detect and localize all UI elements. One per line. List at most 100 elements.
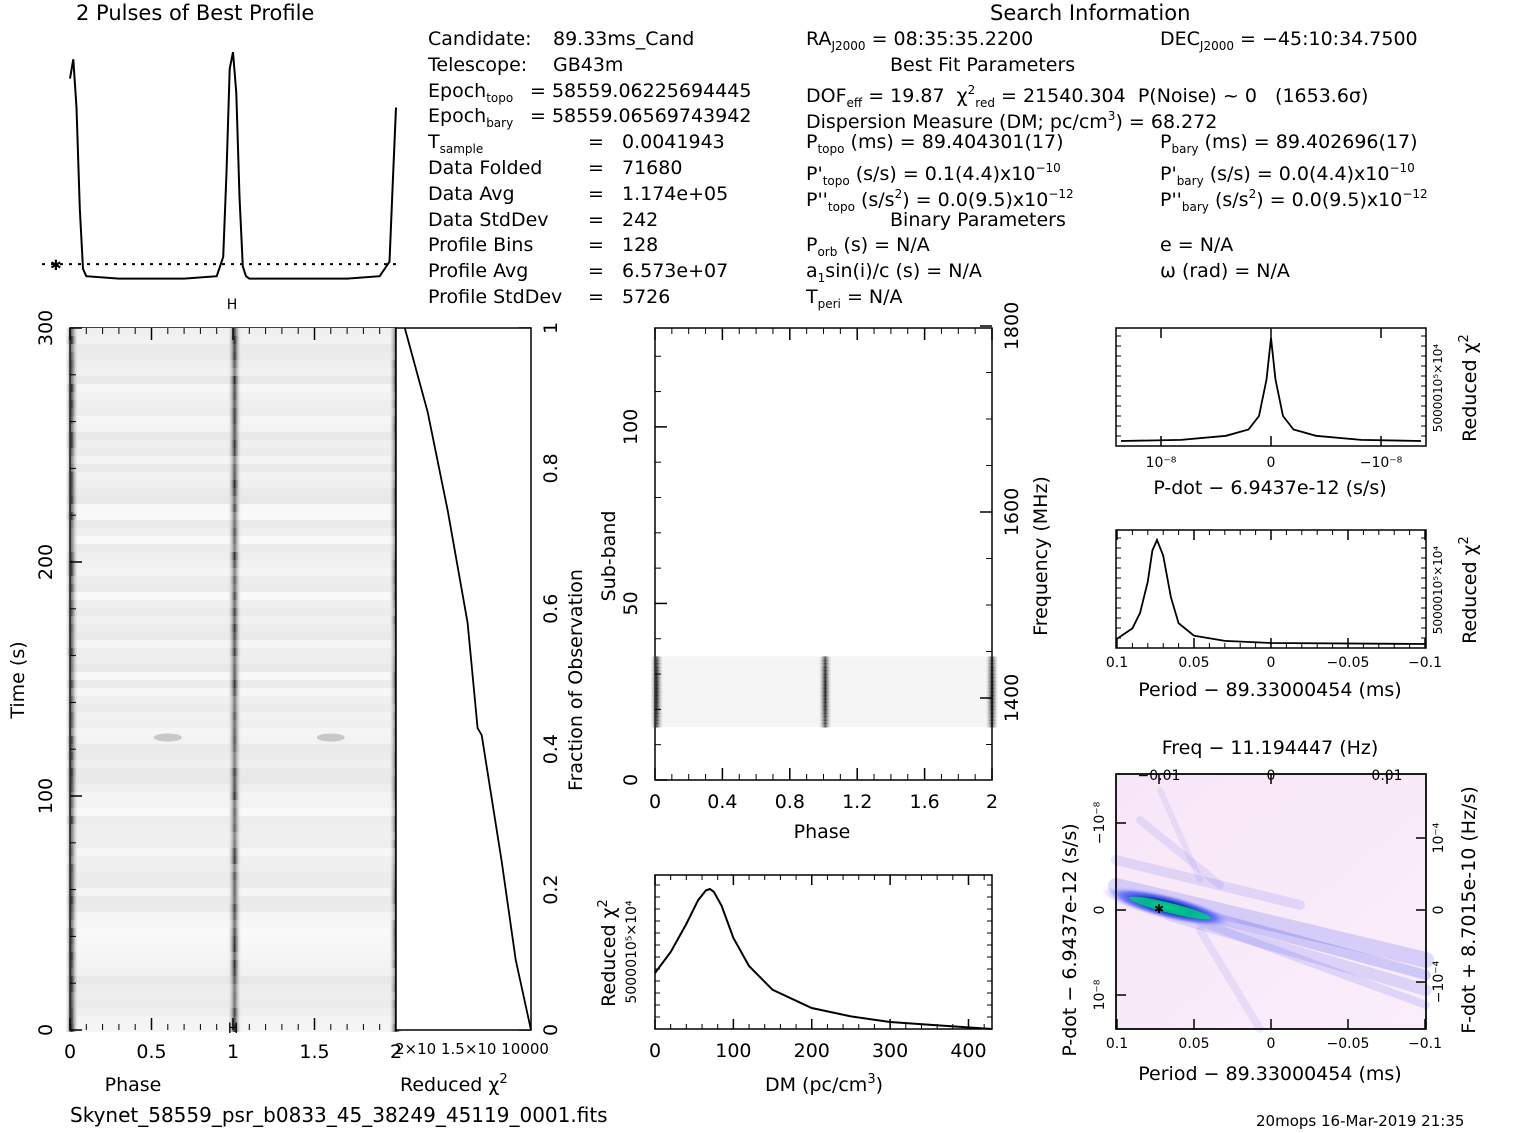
time-phase-pulse-segment [64, 896, 79, 904]
time-phase-pulse-segment [64, 840, 79, 848]
pp-xtick-label: 0.1 [1106, 1036, 1128, 1052]
dec-field: DECJ2000 = −45:10:34.7500 [1160, 28, 1418, 53]
dm-xlabel: DM (pc/cm3) [765, 1072, 883, 1096]
time-phase-pulse-segment [227, 528, 242, 536]
time-phase-pulse-segment [227, 728, 242, 736]
subband-pulse-cell [818, 716, 833, 721]
subband-pulse-cell [818, 712, 833, 717]
dm-xtick-label: 0 [649, 1040, 661, 1062]
time-phase-pulse-segment [64, 1008, 79, 1016]
dm-yticks: 5000010⁵×10⁴ [624, 900, 640, 1004]
info-equals: = [588, 286, 604, 308]
time-phase-pulse-segment [227, 392, 242, 400]
time-phase-top-marker: H [227, 297, 238, 313]
time-phase-pulse-segment [227, 808, 242, 816]
period-pdot-core [1129, 896, 1211, 920]
time-phase-pulse-segment [227, 680, 242, 688]
pp-title: Freq − 11.194447 (Hz) [1162, 737, 1379, 759]
info-label: Data StdDev [428, 208, 549, 231]
time-phase-pulse-segment [64, 432, 79, 440]
time-phase-pulse-segment [64, 328, 79, 336]
period-pdot-streak [1136, 816, 1224, 889]
subband-pulse-cell [985, 688, 999, 693]
subband-pulse-cell [649, 656, 664, 661]
info-label: Data Folded [428, 157, 543, 179]
freq-ylabel: Frequency (MHz) [1030, 476, 1052, 636]
subband-pulse-cell [985, 719, 999, 724]
freq-ytick-label: 1400 [1001, 674, 1023, 722]
time-phase-pulse-segment [64, 768, 79, 776]
subband-pulse-cell [818, 709, 833, 714]
time-phase-pulse-segment [227, 784, 242, 792]
info-row: Data Avg [428, 183, 515, 205]
subband-pulse-cell [818, 670, 833, 675]
info-value: 89.33ms_Cand [553, 28, 695, 50]
info-row: Profile StdDev [428, 286, 562, 308]
time-phase-pulse-segment [64, 376, 79, 384]
subband-pulse-cell [985, 712, 999, 717]
time-phase-pulse-segment [227, 616, 242, 624]
time-phase-pulse-segment [227, 608, 242, 616]
time-phase-pulse-segment [227, 336, 242, 344]
time-phase-pulse-segment [227, 536, 242, 544]
time-phase-pulse-segment [64, 672, 79, 680]
pp-right-ytick-label: 10⁻⁴ [1431, 822, 1447, 853]
period-pdot-streak [1196, 926, 1264, 1033]
subband-pulse-cell [985, 681, 999, 686]
time-phase-pulse-segment [227, 520, 242, 528]
profile-title: 2 Pulses of Best Profile [76, 1, 315, 25]
dm-xtick-label: 100 [715, 1040, 751, 1062]
time-phase-pulse-segment [64, 912, 79, 920]
porb-field: Porb (s) = N/A [806, 234, 930, 259]
info-value: 5726 [622, 286, 671, 308]
time-phase-pulse-segment [64, 976, 79, 984]
time-phase-pulse-segment [227, 1024, 242, 1032]
time-phase-pulse-segment [64, 488, 79, 496]
info-value: GB43m [553, 53, 624, 76]
period-pdot-streak [1157, 787, 1203, 883]
subband-pulse-cell [649, 667, 664, 672]
time-phase-pulse-segment [227, 656, 242, 664]
time-phase-pulse-segment [64, 496, 79, 504]
subband-pulse-cell [649, 670, 664, 675]
time-phase-pulse-segment [227, 432, 242, 440]
sb-ytick-label: 50 [620, 591, 642, 615]
subband-pulse-cell [818, 695, 833, 700]
time-phase-pulse-segment [64, 944, 79, 952]
pc-xtick-label: −0.05 [1327, 655, 1370, 671]
period-pdot-best-marker: ✱ [1154, 902, 1164, 916]
time-phase-pulse-segment [64, 848, 79, 856]
dof-field: DOFeff = 19.87 χ2red = 21540.304 P(Noise… [806, 83, 1369, 110]
sb-ytick-label: 100 [620, 409, 642, 445]
time-phase-pulse-segment [227, 840, 242, 848]
time-phase-pulse-segment [227, 464, 242, 472]
subband-pulse-cell [818, 684, 833, 689]
time-phase-pulse-segment [64, 704, 79, 712]
tc-xlabel: Reduced χ2 [400, 1072, 508, 1096]
pc-xtick-label: −0.1 [1408, 655, 1442, 671]
time-phase-pulse-segment [64, 880, 79, 888]
time-phase-pulse-segment [64, 480, 79, 488]
time-phase-pulse-segment [227, 960, 242, 968]
info-label: Profile Bins [428, 234, 534, 257]
period-chi2-line [1116, 537, 1426, 645]
time-phase-pulse-segment [227, 984, 242, 992]
time-phase-pulse-segment [64, 648, 79, 656]
time-phase-pulse-segment [227, 912, 242, 920]
fraction-ylabel: Fraction of Observation [565, 569, 587, 791]
info-equals: = [588, 131, 604, 154]
time-phase-pulse-segment [227, 872, 242, 880]
time-phase-pulse-segment [227, 968, 242, 976]
info-label-sub: sample [439, 142, 484, 157]
timestamp: 20mops 16-Mar-2019 21:35 [1256, 1112, 1465, 1130]
sb-xlabel: Phase [794, 821, 851, 843]
info-label: Telescope: [428, 53, 528, 76]
time-phase-pulse-segment [227, 880, 242, 888]
tp-ytick-label: 200 [35, 544, 57, 580]
fraction-ytick-label: 1 [540, 322, 562, 334]
subband-pulse-cell [818, 677, 833, 682]
pd-xtick-label: −10⁻⁸ [1360, 455, 1403, 471]
time-phase-pulse-segment [227, 352, 242, 360]
time-phase-bottom-marker: H [228, 1021, 239, 1037]
time-phase-pulse-segment [227, 400, 242, 408]
